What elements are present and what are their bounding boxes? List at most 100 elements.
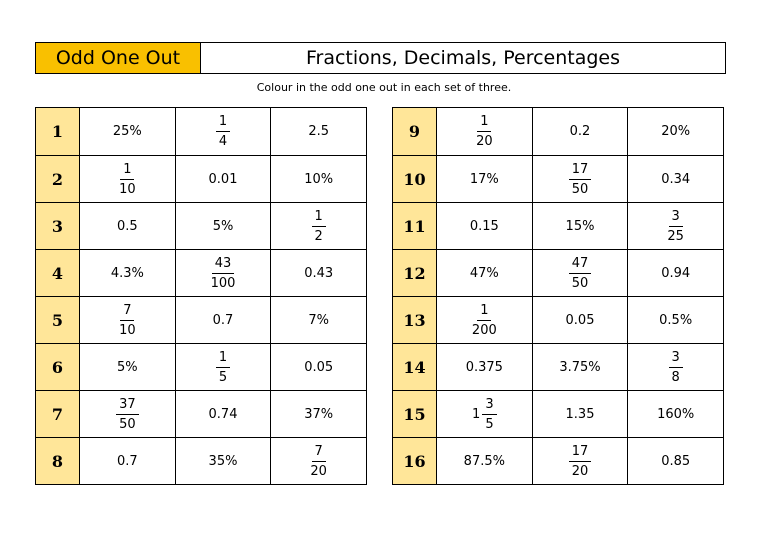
numerator: 1 bbox=[311, 207, 326, 227]
fraction: 1 200 bbox=[469, 301, 500, 340]
cell: 3 25 bbox=[628, 203, 723, 249]
numerator: 37 bbox=[116, 395, 139, 415]
table-row: 7 37 50 0.74 37% bbox=[36, 390, 366, 437]
row-number: 15 bbox=[393, 391, 437, 437]
fraction: 17 50 bbox=[568, 160, 592, 199]
cell: 0.7 bbox=[80, 438, 176, 484]
denominator: 200 bbox=[471, 322, 497, 338]
cell: 0.15 bbox=[437, 203, 533, 249]
row-number: 10 bbox=[393, 156, 437, 202]
numerator: 47 bbox=[568, 254, 592, 274]
denominator: 10 bbox=[119, 322, 136, 338]
cell: 43 100 bbox=[176, 250, 272, 296]
row-number: 1 bbox=[36, 108, 80, 155]
row-number: 16 bbox=[393, 438, 437, 484]
row-number: 11 bbox=[393, 203, 437, 249]
cell: 0.01 bbox=[176, 156, 272, 202]
table-row: 12 47% 47 50 0.94 bbox=[393, 249, 723, 296]
cell: 25% bbox=[80, 108, 176, 155]
denominator: 4 bbox=[218, 134, 228, 149]
cell: 17 20 bbox=[533, 438, 629, 484]
cell: 37% bbox=[304, 406, 334, 422]
cell: 0.85 bbox=[661, 453, 691, 469]
table-row: 2 1 10 0.01 10% bbox=[36, 155, 366, 202]
row-number: 6 bbox=[36, 344, 80, 390]
numerator: 3 bbox=[482, 395, 497, 415]
numerator: 3 bbox=[668, 348, 683, 368]
title-label: Odd One Out bbox=[35, 42, 201, 74]
cell: 1.35 bbox=[533, 391, 629, 437]
denominator: 20 bbox=[310, 463, 327, 479]
table-row: 4 4.3% 43 100 0.43 bbox=[36, 249, 366, 296]
fraction: 17 20 bbox=[568, 442, 592, 481]
fraction: 1 10 bbox=[116, 160, 139, 199]
cell: 0.5% bbox=[659, 312, 693, 328]
denominator: 5 bbox=[485, 416, 494, 432]
fraction: 3 25 bbox=[664, 207, 687, 246]
row-number: 14 bbox=[393, 344, 437, 390]
row-number: 7 bbox=[36, 391, 80, 437]
table-row: 10 17% 17 50 0.34 bbox=[393, 155, 723, 202]
whole-number: 1 bbox=[472, 406, 481, 422]
numerator: 3 bbox=[668, 207, 683, 227]
cell: 37 50 bbox=[80, 391, 176, 437]
table-row: 9 1 20 0.2 20% bbox=[393, 108, 723, 155]
denominator: 5 bbox=[218, 369, 228, 385]
cell: 87.5% bbox=[437, 438, 533, 484]
row-number: 5 bbox=[36, 297, 80, 343]
cell: 15% bbox=[533, 203, 629, 249]
numerator: 1 bbox=[215, 112, 231, 132]
cell: 47 50 bbox=[533, 250, 629, 296]
row-number: 13 bbox=[393, 297, 437, 343]
title: Fractions, Decimals, Percentages bbox=[200, 42, 726, 74]
numerator: 7 bbox=[311, 442, 326, 462]
cell: 4.3% bbox=[80, 250, 176, 296]
row-number: 4 bbox=[36, 250, 80, 296]
cell: 1 20 bbox=[437, 108, 533, 155]
fraction: 7 20 bbox=[307, 442, 330, 481]
table-row: 8 0.7 35% 7 20 bbox=[36, 437, 366, 484]
denominator: 50 bbox=[571, 275, 589, 291]
cell: 0.94 bbox=[661, 265, 691, 281]
cell: 1 10 bbox=[80, 156, 176, 202]
cell: 10% bbox=[304, 171, 334, 187]
table-row: 3 0.5 5% 1 2 bbox=[36, 202, 366, 249]
denominator: 2 bbox=[314, 228, 323, 244]
cell: 0.74 bbox=[176, 391, 272, 437]
table-row: 1 25% 1 4 2.5 bbox=[36, 108, 366, 155]
table-row: 15 1 3 5 1.35 160% bbox=[393, 390, 723, 437]
row-number: 8 bbox=[36, 438, 80, 484]
cell: 0.43 bbox=[304, 265, 334, 281]
cell: 7% bbox=[308, 312, 329, 328]
table-row: 16 87.5% 17 20 0.85 bbox=[393, 437, 723, 484]
row-number: 3 bbox=[36, 203, 80, 249]
cell: 0.2 bbox=[533, 108, 629, 155]
numerator: 1 bbox=[120, 160, 135, 180]
fraction: 37 50 bbox=[116, 395, 139, 434]
fraction: 7 10 bbox=[116, 301, 139, 340]
cell: 5% bbox=[80, 344, 176, 390]
numerator: 1 bbox=[477, 301, 492, 321]
denominator: 25 bbox=[667, 228, 684, 244]
denominator: 8 bbox=[671, 369, 680, 385]
table-row: 13 1 200 0.05 0.5% bbox=[393, 296, 723, 343]
cell: 3.75% bbox=[533, 344, 629, 390]
instruction: Colour in the odd one out in each set of… bbox=[256, 81, 512, 94]
numerator: 43 bbox=[211, 254, 235, 274]
fraction: 43 100 bbox=[208, 254, 239, 293]
denominator: 20 bbox=[571, 463, 589, 479]
numerator: 1 bbox=[215, 348, 231, 368]
denominator: 100 bbox=[210, 275, 236, 291]
fraction: 1 20 bbox=[473, 112, 496, 151]
cell: 35% bbox=[176, 438, 272, 484]
cell: 7 10 bbox=[80, 297, 176, 343]
cell: 7 20 bbox=[271, 438, 366, 484]
numerator: 7 bbox=[120, 301, 135, 321]
